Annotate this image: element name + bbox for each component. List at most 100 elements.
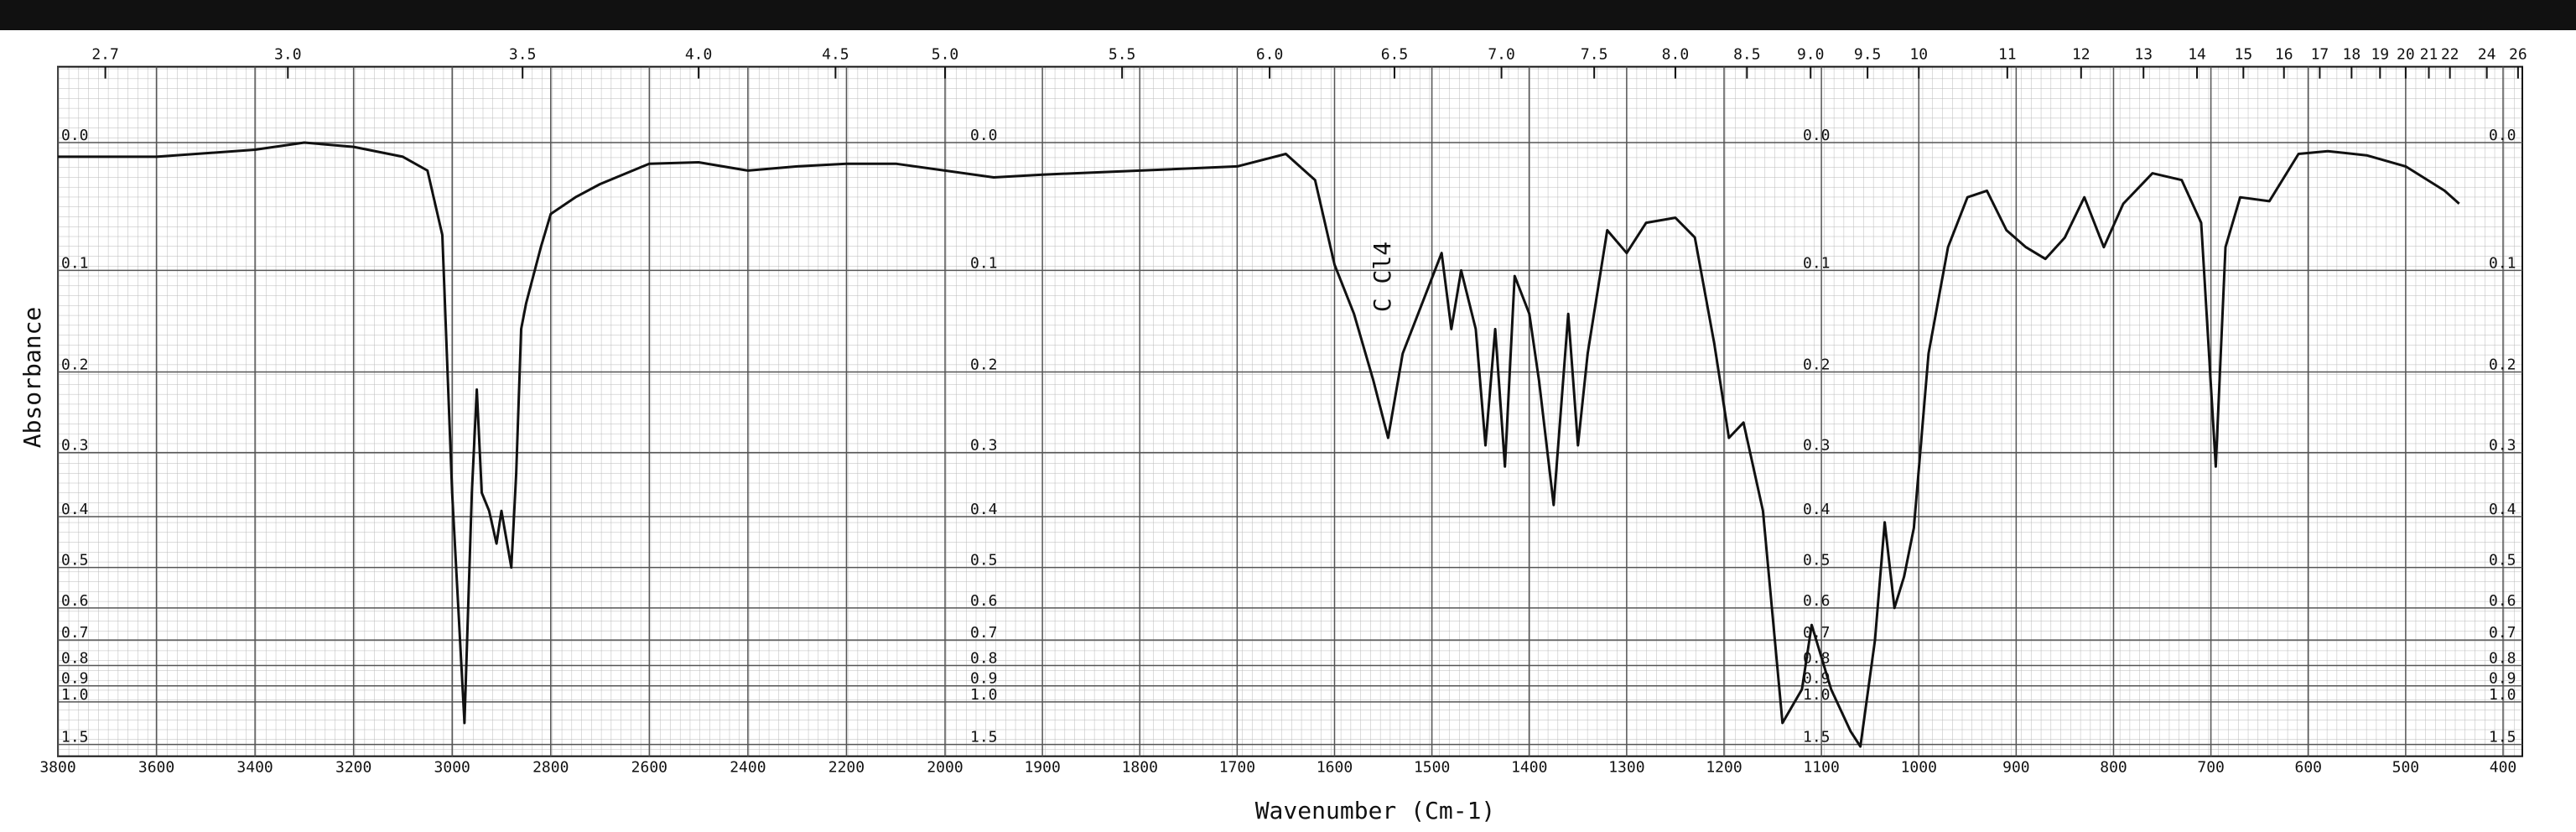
y-axis-label: Absorbance	[18, 307, 46, 449]
y-tick-label: 0.6	[61, 592, 89, 610]
y-tick-label: 0.4	[2489, 501, 2516, 518]
x-tick-label: 1600	[1317, 759, 1353, 777]
x2-tick-label: 4.5	[822, 46, 849, 64]
x-tick-label: 1700	[1219, 759, 1255, 777]
x2-tick-label: 13	[2134, 46, 2153, 64]
y-tick-label: 0.0	[970, 127, 998, 144]
x2-tick-label: 20	[2397, 46, 2415, 64]
y-tick-label: 1.0	[61, 686, 89, 704]
y-tick-label: 0.1	[970, 254, 998, 272]
x2-tick-label: 9.0	[1797, 46, 1825, 64]
x-tick-label: 3800	[39, 759, 75, 777]
x2-tick-label: 16	[2275, 46, 2293, 64]
x-tick-label: 3400	[236, 759, 273, 777]
y-tick-label: 0.3	[1803, 437, 1831, 455]
x2-tick-label: 14	[2188, 46, 2206, 64]
y-tick-label: 0.0	[1803, 127, 1831, 144]
y-tick-label: 1.0	[2489, 686, 2516, 704]
x2-tick-label: 8.0	[1662, 46, 1690, 64]
y-tick-label: 1.0	[970, 686, 998, 704]
x-tick-label: 1000	[1901, 759, 1937, 777]
x2-tick-label: 7.5	[1581, 46, 1608, 64]
x-tick-label: 1500	[1414, 759, 1450, 777]
x2-tick-label: 2.7	[91, 46, 119, 64]
y-tick-label: 0.9	[1803, 670, 1831, 688]
y-tick-label: 0.1	[2489, 254, 2516, 272]
y-tick-label: 0.4	[61, 501, 89, 518]
y-tick-label: 0.3	[970, 437, 998, 455]
x-tick-label: 1100	[1803, 759, 1839, 777]
y-tick-label: 0.2	[970, 356, 998, 373]
y-tick-label: 0.1	[1803, 254, 1831, 272]
y-tick-label: 0.1	[61, 254, 89, 272]
y-tick-label: 0.6	[2489, 592, 2516, 610]
x2-tick-label: 17	[2311, 46, 2329, 64]
y-tick-label: 0.5	[970, 552, 998, 569]
y-tick-label: 1.5	[970, 729, 998, 746]
y-tick-label: 0.7	[970, 624, 998, 642]
plot-area	[57, 65, 2523, 757]
x2-tick-label: 11	[1998, 46, 2017, 64]
y-tick-label: 0.6	[970, 592, 998, 610]
y-tick-label: 0.8	[970, 650, 998, 668]
x2-tick-label: 3.5	[509, 46, 537, 64]
y-tick-label: 0.3	[61, 437, 89, 455]
y-tick-label: 1.5	[61, 729, 89, 746]
x2-tick-label: 15	[2234, 46, 2252, 64]
x-tick-label: 400	[2490, 759, 2517, 777]
x-tick-label: 2800	[532, 759, 569, 777]
y-tick-label: 1.0	[1803, 686, 1831, 704]
x2-tick-label: 5.0	[932, 46, 959, 64]
x-tick-label: 3200	[335, 759, 371, 777]
y-tick-label: 0.9	[61, 670, 89, 688]
y-tick-label: 0.9	[970, 670, 998, 688]
x-axis-label: Wavenumber (Cm-1)	[1255, 797, 1496, 824]
x2-tick-label: 24	[2478, 46, 2496, 64]
y-tick-label: 0.2	[1803, 356, 1831, 373]
x-tick-label: 1400	[1511, 759, 1547, 777]
x2-tick-label: 4.0	[685, 46, 713, 64]
x-tick-label: 2600	[631, 759, 667, 777]
y-tick-label: 0.3	[2489, 437, 2516, 455]
x2-tick-label: 6.5	[1381, 46, 1409, 64]
x2-tick-label: 22	[2441, 46, 2459, 64]
x2-tick-label: 18	[2343, 46, 2361, 64]
x-tick-label: 3000	[434, 759, 470, 777]
x2-tick-label: 21	[2420, 46, 2438, 64]
y-tick-label: 0.4	[970, 501, 998, 518]
x2-tick-label: 12	[2072, 46, 2090, 64]
y-tick-label: 0.7	[2489, 624, 2516, 642]
y-tick-label: 0.2	[61, 356, 89, 373]
header-band	[0, 0, 2576, 30]
y-tick-label: 0.0	[61, 127, 89, 144]
x-tick-label: 3600	[138, 759, 174, 777]
y-tick-label: 0.8	[61, 650, 89, 668]
y-tick-label: 0.2	[2489, 356, 2516, 373]
x2-tick-label: 6.0	[1256, 46, 1284, 64]
y-tick-label: 1.5	[1803, 729, 1831, 746]
y-tick-label: 0.6	[1803, 592, 1831, 610]
x-tick-label: 2000	[927, 759, 963, 777]
annotation: C Cl4	[1368, 242, 1396, 312]
x-tick-label: 1300	[1608, 759, 1644, 777]
x-tick-label: 2400	[730, 759, 766, 777]
x2-tick-label: 3.0	[274, 46, 302, 64]
x2-tick-label: 10	[1909, 46, 1928, 64]
y-tick-label: 1.5	[2489, 729, 2516, 746]
y-tick-label: 0.8	[2489, 650, 2516, 668]
y-tick-label: 0.0	[2489, 127, 2516, 144]
y-tick-label: 0.5	[61, 552, 89, 569]
y-tick-label: 0.7	[61, 624, 89, 642]
x-tick-label: 500	[2392, 759, 2420, 777]
y-tick-label: 0.9	[2489, 670, 2516, 688]
x-tick-label: 1800	[1122, 759, 1158, 777]
y-tick-label: 0.5	[1803, 552, 1831, 569]
y-tick-label: 0.5	[2489, 552, 2516, 569]
x2-tick-label: 7.0	[1488, 46, 1515, 64]
x-tick-label: 900	[2002, 759, 2030, 777]
x2-tick-label: 8.5	[1733, 46, 1761, 64]
x-tick-label: 1200	[1706, 759, 1742, 777]
spectrum-line	[58, 141, 2460, 748]
